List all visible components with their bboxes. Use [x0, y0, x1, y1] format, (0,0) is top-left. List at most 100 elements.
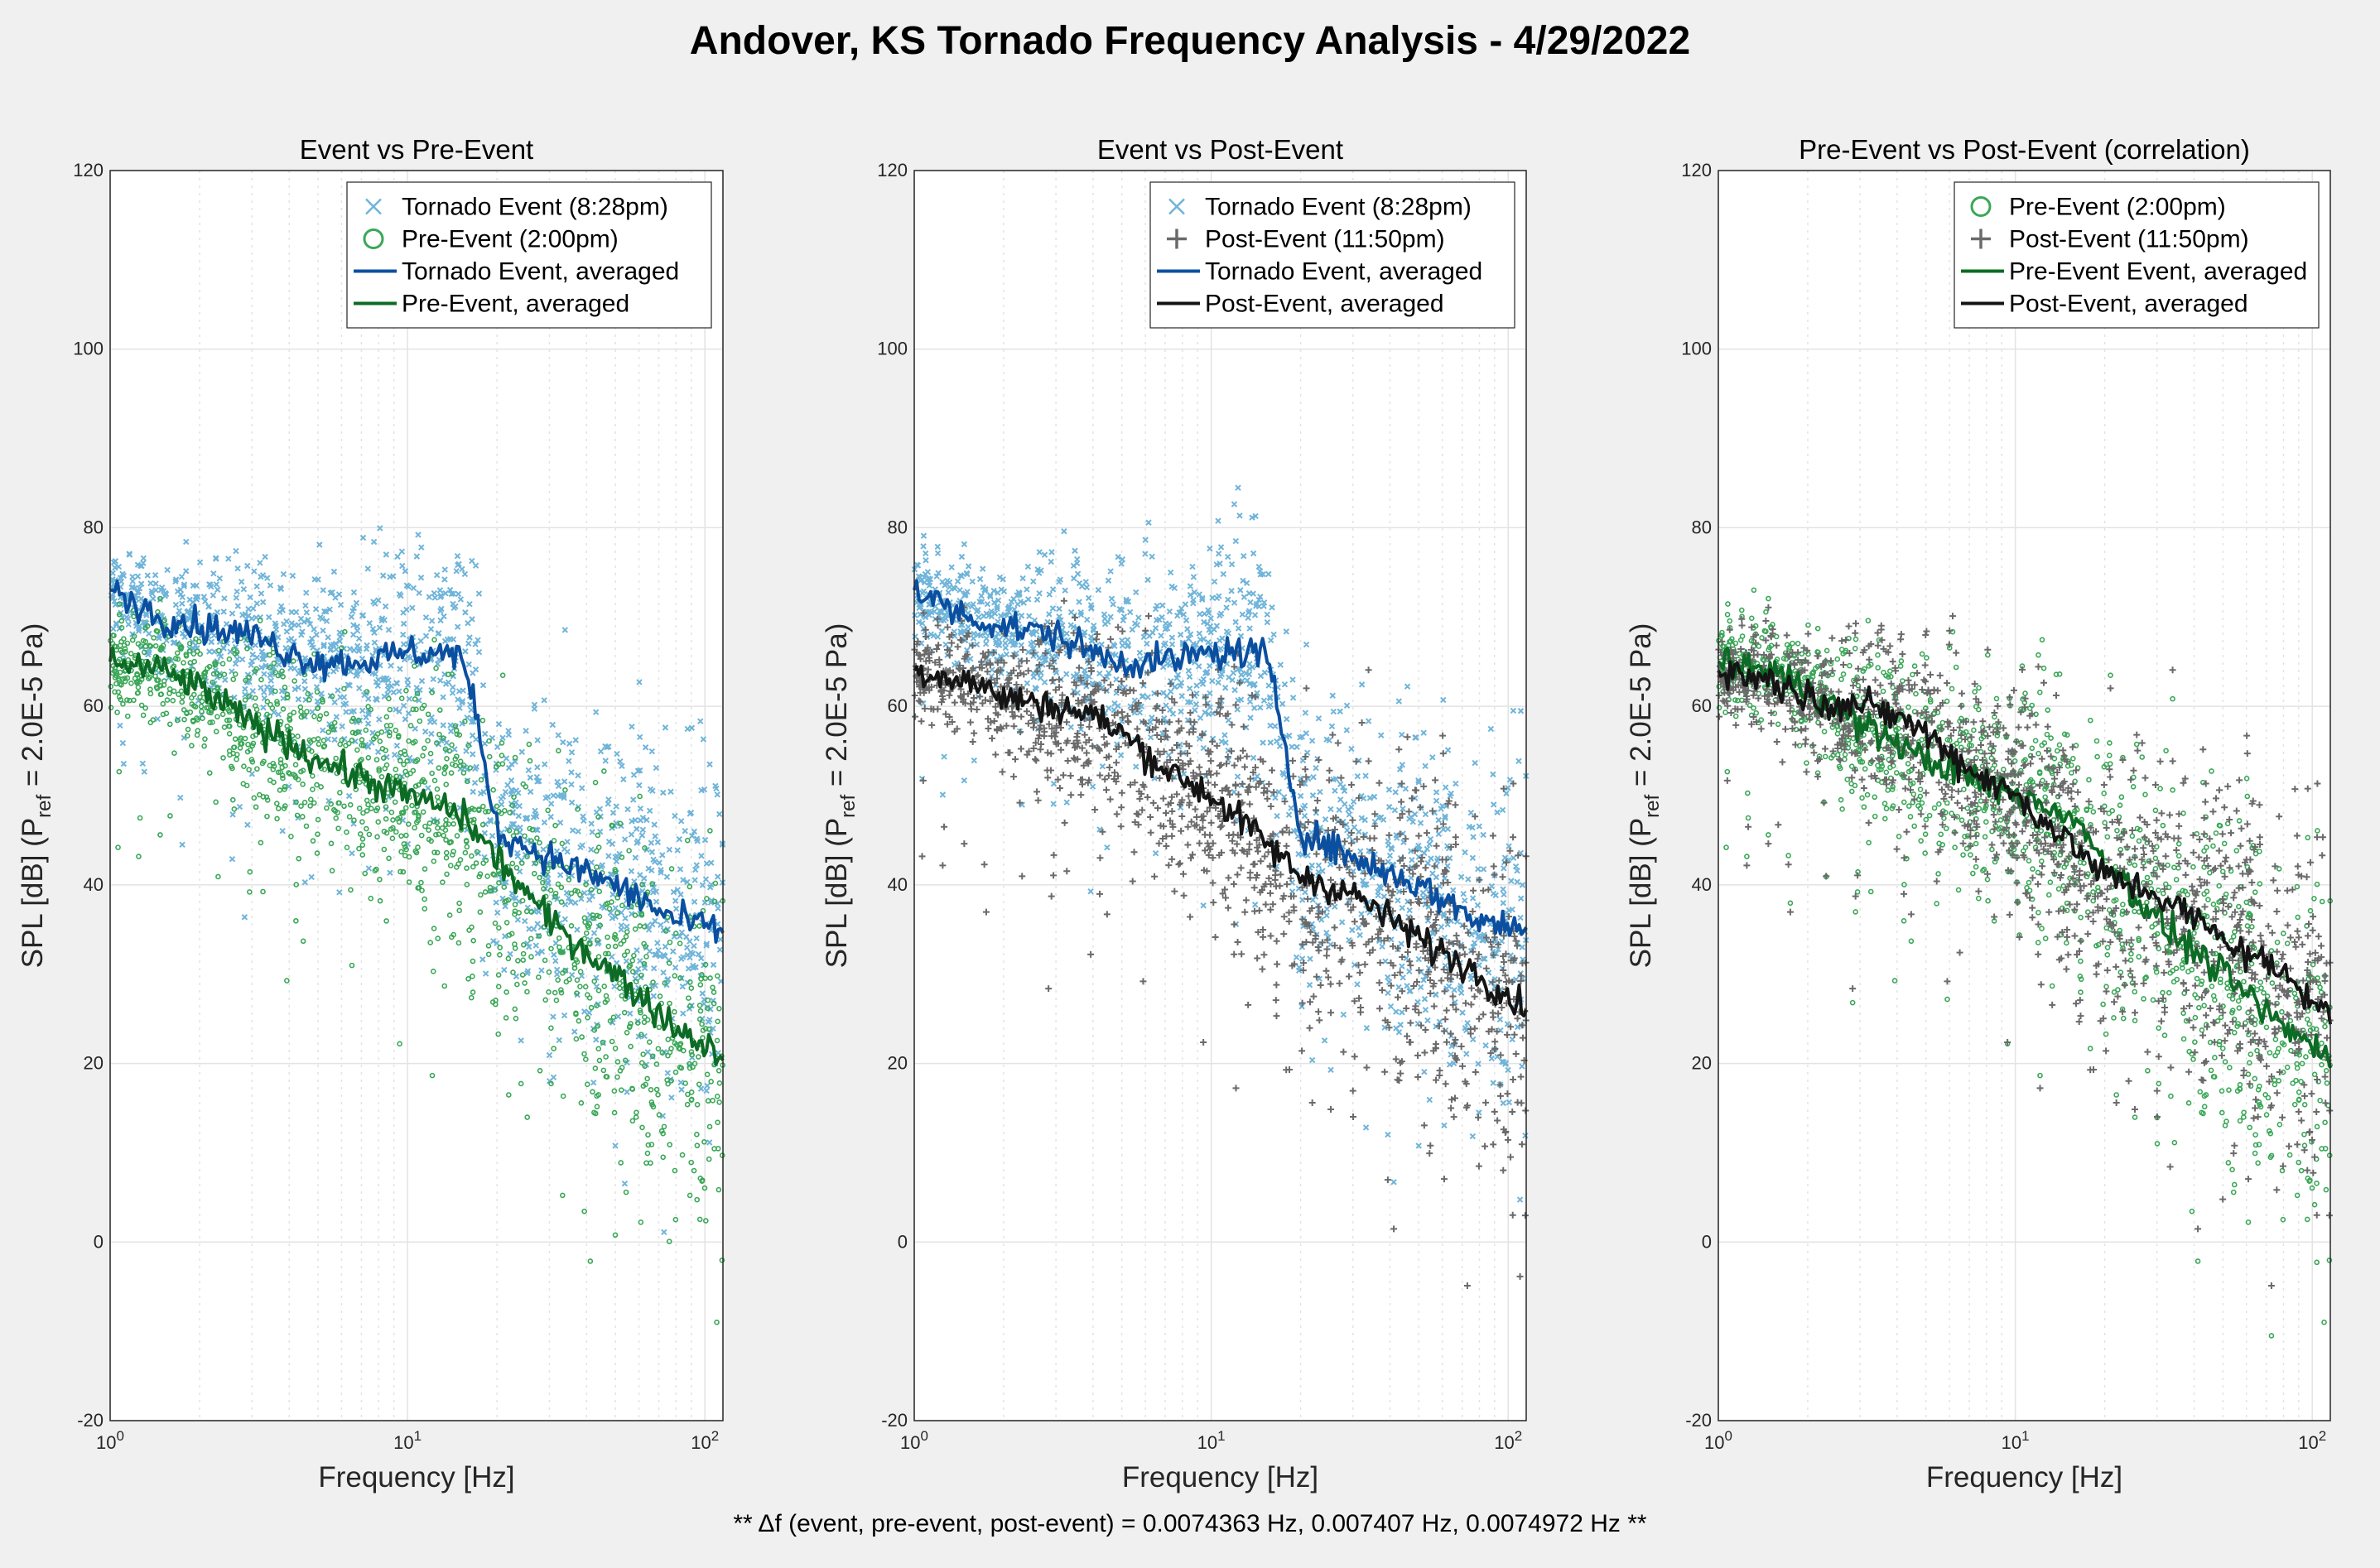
- legend-item: Post-Event (11:50pm): [1971, 226, 2249, 253]
- legend-label: Tornado Event (8:28pm): [1205, 194, 1472, 221]
- legend-item: Pre-Event, averaged: [354, 291, 629, 318]
- x-tick-label: 100: [1704, 1428, 1732, 1453]
- x-axis-label: Frequency [Hz]: [1122, 1461, 1318, 1493]
- figure-title: Andover, KS Tornado Frequency Analysis -…: [689, 19, 1691, 63]
- y-tick-label: 100: [1681, 339, 1712, 359]
- series-line: [1717, 660, 2332, 1025]
- legend-label: Post-Event (11:50pm): [1205, 226, 1445, 253]
- y-tick-label: 80: [84, 517, 104, 537]
- x-tick-label: 100: [96, 1428, 124, 1453]
- axes-background: [1718, 171, 2330, 1421]
- series-avg-4: [913, 664, 1528, 1017]
- y-tick-label: 0: [94, 1231, 104, 1252]
- x-tick-label: 102: [691, 1428, 719, 1453]
- series-line: [913, 579, 1528, 937]
- x-tick-label: 102: [1494, 1428, 1522, 1453]
- x-tick-label: 101: [393, 1428, 422, 1453]
- y-axis-label: SPL [dB] (Pref = 2.0E-5 Pa): [1625, 623, 1664, 969]
- series-avg-3: [913, 579, 1528, 937]
- legend-plus-marker: [1971, 228, 1991, 249]
- y-tick-label: 80: [1692, 517, 1712, 537]
- series-line: [109, 580, 725, 944]
- legend-label: Tornado Event (8:28pm): [402, 194, 668, 221]
- axes-title: Event vs Pre-Event: [300, 134, 533, 165]
- legend-item: Pre-Event Event, averaged: [1961, 258, 2307, 286]
- legend-item: Pre-Event (2:00pm): [1970, 194, 2226, 221]
- chart-panel-1: -20 0 20 40 60 80 100 120 100 101 102 Event vs Pre-…: [17, 134, 726, 1493]
- axes-title: Pre-Event vs Post-Event (correlation): [1799, 134, 2250, 165]
- legend-label: Pre-Event (2:00pm): [2009, 194, 2226, 221]
- legend-item: Tornado Event, averaged: [1157, 258, 1482, 286]
- y-tick-label: 20: [84, 1053, 104, 1074]
- legend-box: [1954, 181, 2320, 329]
- legend: Pre-Event (2:00pm) Post-Event (11:50pm) Pr…: [1954, 181, 2320, 329]
- y-tick-label: 20: [1692, 1053, 1712, 1074]
- y-tick-label: 20: [888, 1053, 908, 1074]
- series-avg-3: [109, 580, 725, 944]
- chart-panel-3: -20 0 20 40 60 80 100 120 100 101 102 Pre-Event vs …: [1625, 134, 2334, 1493]
- legend-label: Pre-Event (2:00pm): [402, 226, 619, 253]
- legend-label: Post-Event, averaged: [2009, 291, 2248, 318]
- legend-item: Post-Event, averaged: [1961, 291, 2248, 318]
- y-tick-label: 100: [877, 339, 908, 359]
- y-tick-label: 40: [84, 874, 104, 895]
- legend-label: Pre-Event, averaged: [402, 291, 629, 318]
- y-tick-label: -20: [881, 1410, 908, 1431]
- x-tick-label: 100: [900, 1428, 928, 1453]
- y-tick-label: -20: [1685, 1410, 1712, 1431]
- series-avg-4: [1717, 660, 2332, 1025]
- legend: Tornado Event (8:28pm) Post-Event (11:50p…: [1149, 181, 1515, 329]
- legend-box: [1149, 181, 1515, 329]
- series-line: [913, 664, 1528, 1017]
- y-axis-label: SPL [dB] (Pref = 2.0E-5 Pa): [821, 623, 860, 969]
- legend-x-marker: [365, 198, 382, 215]
- y-tick-label: 40: [1692, 874, 1712, 895]
- y-tick-label: 120: [73, 160, 104, 180]
- legend-circle-marker: [1970, 196, 1992, 217]
- data-point-cloud: [108, 595, 726, 1325]
- legend-item: Tornado Event (8:28pm): [365, 194, 668, 221]
- y-tick-label: 120: [877, 160, 908, 180]
- x-tick-label: 102: [2298, 1428, 2326, 1453]
- x-axis-label: Frequency [Hz]: [318, 1461, 514, 1493]
- legend-item: Post-Event, averaged: [1157, 291, 1444, 318]
- y-tick-label: 60: [84, 695, 104, 716]
- legend-label: Tornado Event, averaged: [402, 258, 679, 286]
- axes-background: [914, 171, 1526, 1421]
- axes-frame: [1718, 170, 2331, 1421]
- y-tick-label: 40: [888, 874, 908, 895]
- y-tick-label: -20: [77, 1410, 104, 1431]
- x-tick-label: 101: [2002, 1428, 2030, 1453]
- legend-item: Tornado Event, averaged: [354, 258, 679, 286]
- axes-frame: [913, 170, 1527, 1421]
- y-tick-label: 0: [898, 1231, 908, 1252]
- legend: Tornado Event (8:28pm) Pre-Event (2:00pm)…: [346, 181, 712, 329]
- y-axis-label: SPL [dB] (Pref = 2.0E-5 Pa): [17, 623, 55, 969]
- series-line: [108, 646, 725, 1066]
- y-tick-label: 120: [1681, 160, 1712, 180]
- y-tick-label: 100: [73, 339, 104, 359]
- y-tick-label: 80: [888, 517, 908, 537]
- legend-item: Pre-Event (2:00pm): [363, 226, 619, 253]
- legend-item: Tornado Event (8:28pm): [1168, 194, 1472, 221]
- legend-x-marker: [1168, 198, 1185, 215]
- x-axis-label: Frequency [Hz]: [1926, 1461, 2122, 1493]
- legend-label: Post-Event (11:50pm): [2009, 226, 2249, 253]
- y-tick-label: 0: [1702, 1231, 1712, 1252]
- legend-box: [346, 181, 712, 329]
- legend-circle-marker: [363, 228, 384, 249]
- series-points-2: [108, 595, 726, 1325]
- x-tick-label: 101: [1197, 1428, 1226, 1453]
- legend-label: Tornado Event, averaged: [1205, 258, 1482, 286]
- axes-frame: [109, 170, 724, 1421]
- legend-item: Post-Event (11:50pm): [1167, 226, 1445, 253]
- y-tick-label: 60: [888, 695, 908, 716]
- legend-plus-marker: [1167, 228, 1187, 249]
- chart-panel-2: -20 0 20 40 60 80 100 120 100 101 102 Event vs Post…: [821, 134, 1530, 1493]
- legend-label: Pre-Event Event, averaged: [2009, 258, 2307, 286]
- series-avg-4: [108, 646, 725, 1066]
- axes-title: Event vs Post-Event: [1097, 134, 1343, 165]
- y-tick-label: 60: [1692, 695, 1712, 716]
- figure-footnote: ** Δf (event, pre-event, post-event) = 0…: [733, 1510, 1647, 1537]
